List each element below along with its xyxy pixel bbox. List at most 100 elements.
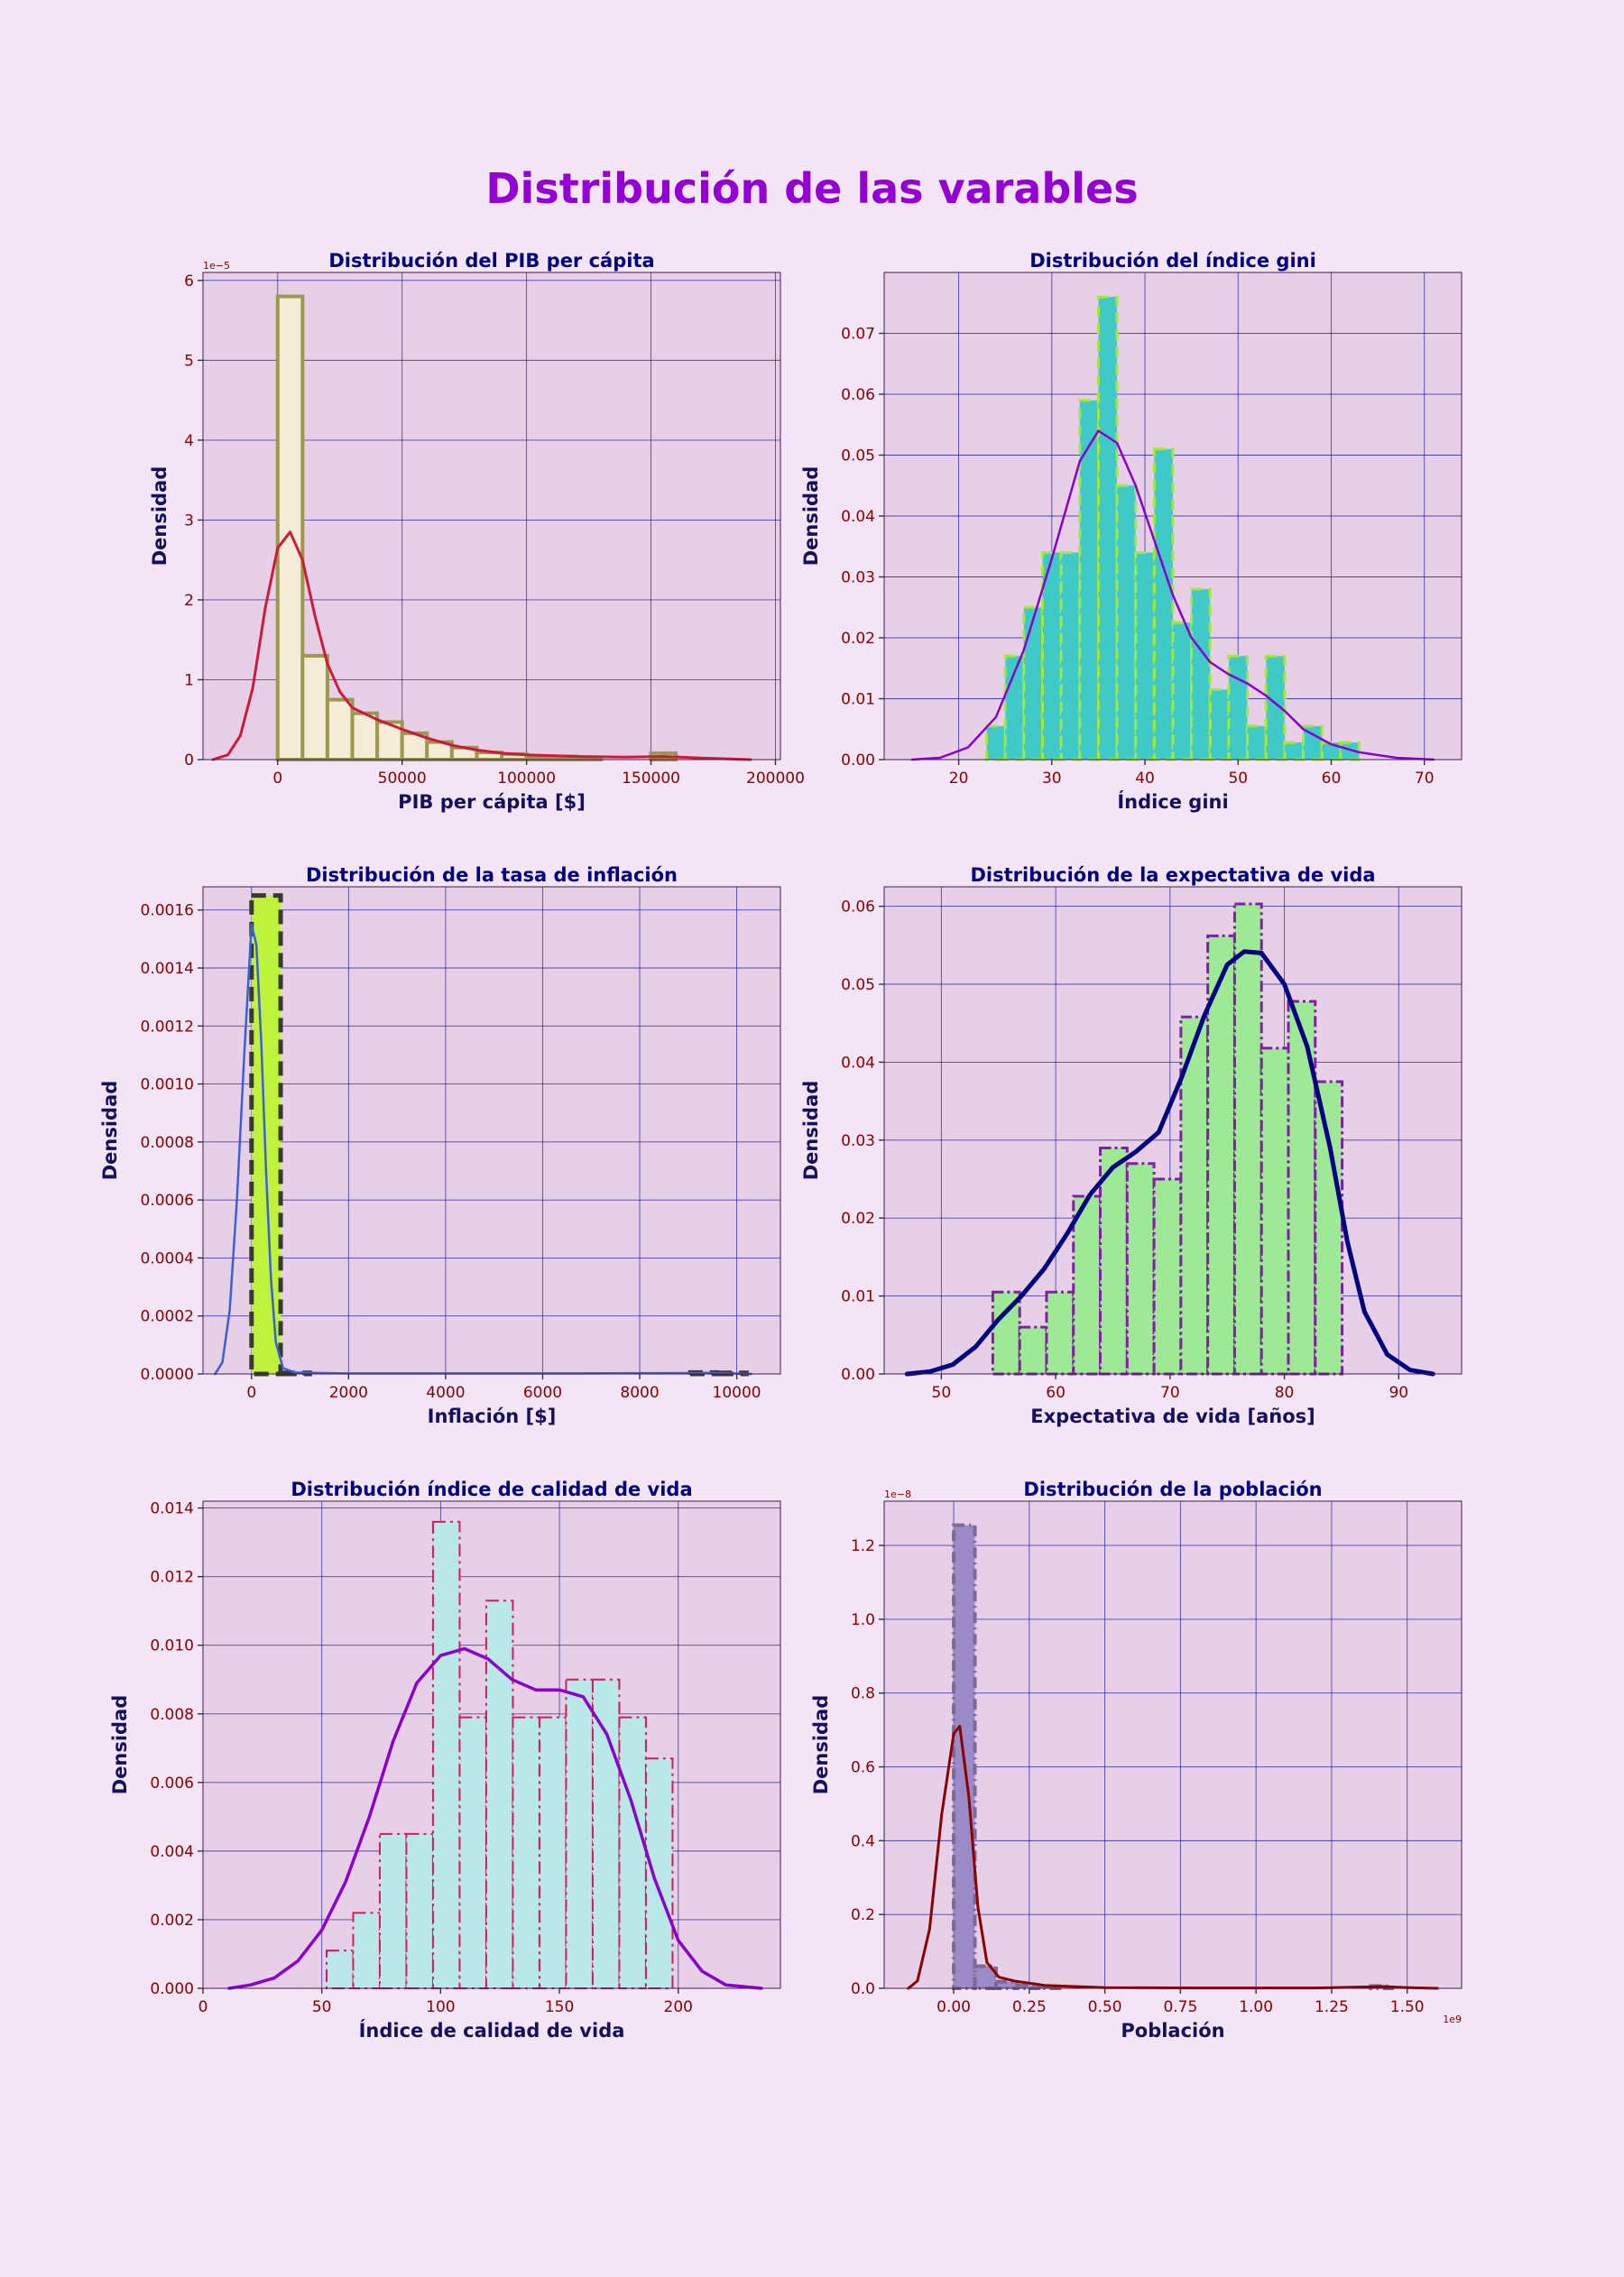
y-tick-label: 0.0006 bbox=[141, 1192, 194, 1210]
y-tick-label: 0.006 bbox=[150, 1775, 194, 1793]
x-axis-label: Inflación [$] bbox=[428, 1406, 557, 1427]
y-tick-label: 0.000 bbox=[150, 1980, 194, 1998]
y-tick-label: 0.008 bbox=[150, 1706, 194, 1724]
histogram-bar bbox=[1232, 902, 1263, 1376]
x-tick-label: 50 bbox=[312, 1998, 332, 2016]
y-tick-label: 3 bbox=[184, 512, 194, 530]
histogram-bar bbox=[325, 697, 355, 762]
y-axis-label: Densidad bbox=[810, 1695, 832, 1795]
y-tick-label: 1.0 bbox=[851, 1611, 875, 1629]
y-tick-label: 6 bbox=[184, 272, 194, 290]
y-tick-label: 0.0016 bbox=[141, 902, 194, 920]
kde-curve bbox=[907, 1725, 1439, 1990]
y-tick-label: 0.01 bbox=[841, 691, 875, 709]
histogram-bar bbox=[991, 1290, 1021, 1376]
histogram-bar bbox=[524, 754, 554, 762]
y-tick-label: 0.010 bbox=[150, 1637, 194, 1655]
histogram-bar bbox=[1059, 551, 1082, 761]
x-tick-label: 1.25 bbox=[1315, 1998, 1349, 2016]
x-tick-label: 20 bbox=[949, 770, 969, 788]
histogram-bar bbox=[1190, 587, 1212, 761]
histogram-bar bbox=[618, 1716, 647, 1990]
x-tick-label: 2000 bbox=[329, 1384, 368, 1402]
histogram-bar bbox=[300, 653, 329, 761]
chart-panel-5: 0 50 100 150 200 0.000 0.002 0.004 0.006 0.008 0.0… bbox=[109, 1479, 781, 2042]
histogram-bar bbox=[249, 893, 283, 1377]
y-tick-label: 0.03 bbox=[841, 1132, 875, 1150]
histogram-bar bbox=[512, 1716, 540, 1990]
x-tick-label: 150000 bbox=[622, 770, 680, 788]
y-tick-label: 0.8 bbox=[851, 1685, 875, 1703]
x-tick-label: 90 bbox=[1389, 1384, 1408, 1402]
plot-frame bbox=[202, 1500, 781, 1989]
histogram-bar bbox=[1115, 484, 1138, 761]
y-tick-label: 0.2 bbox=[851, 1906, 875, 1924]
kde-curve bbox=[214, 923, 752, 1376]
x-tick-label: 1.00 bbox=[1239, 1998, 1273, 2016]
x-tick-label: 0.00 bbox=[937, 1998, 971, 2016]
y-tick-label: 0.002 bbox=[150, 1912, 194, 1930]
y-tick-label: 0.05 bbox=[841, 976, 875, 994]
chart-title: Distribución del índice gini bbox=[1029, 250, 1316, 272]
histogram-bar bbox=[1099, 1146, 1129, 1376]
histogram-bar bbox=[1018, 1325, 1048, 1376]
y-tick-label: 0.07 bbox=[841, 326, 875, 344]
histogram-bar bbox=[1096, 295, 1119, 761]
y-tick-label: 0.04 bbox=[841, 508, 875, 526]
x-tick-label: 80 bbox=[1275, 1384, 1295, 1402]
x-tick-label: 40 bbox=[1135, 770, 1155, 788]
plot-frame bbox=[883, 886, 1463, 1375]
x-tick-label: 100000 bbox=[497, 770, 556, 788]
chart-panel-3: 0 2000 4000 6000 8000 10000 0.0000 0.0002 0.0004… bbox=[99, 864, 781, 1427]
chart-panel-6: 0.00 0.25 0.50 0.75 1.00 1.25 1.50 0.0 0.2 0.4 0.6… bbox=[810, 1479, 1463, 2042]
plot-area bbox=[884, 1501, 1462, 1988]
y-tick-label: 0.004 bbox=[150, 1843, 194, 1861]
y-tick-label: 0.00 bbox=[841, 751, 875, 770]
histogram-bar bbox=[1208, 687, 1231, 761]
histogram-bar bbox=[275, 294, 305, 761]
x-tick-label: 0.25 bbox=[1012, 1998, 1047, 2016]
x-tick-label: 200 bbox=[664, 1998, 693, 2016]
x-tick-label: 70 bbox=[1415, 770, 1435, 788]
x-tick-label: 0.75 bbox=[1163, 1998, 1197, 2016]
y-tick-label: 0.04 bbox=[841, 1054, 875, 1072]
histogram-bar bbox=[405, 1832, 434, 1990]
y-tick-label: 0.6 bbox=[851, 1759, 875, 1777]
chart-title: Distribución de la expectativa de vida bbox=[970, 864, 1375, 886]
y-tick-label: 0.4 bbox=[851, 1832, 875, 1850]
plot-area bbox=[203, 887, 780, 1374]
histogram-bar bbox=[1134, 551, 1156, 761]
chart-panel-2: 20 30 40 50 60 70 0.00 0.01 0.02 0.03 0.04 0.05 0.06… bbox=[800, 250, 1463, 813]
histogram-bar bbox=[1045, 1290, 1075, 1376]
y-tick-label: 0.014 bbox=[150, 1500, 194, 1518]
y-tick-label: 0.012 bbox=[150, 1569, 194, 1587]
y-axis-label: Densidad bbox=[99, 1081, 121, 1181]
y-tick-label: 0.0000 bbox=[141, 1366, 194, 1384]
chart-panel-1: 0 50000 100000 150000 200000 0 1 2 3 4 5 6 Distribuc… bbox=[149, 250, 805, 813]
x-tick-label: 4000 bbox=[426, 1384, 465, 1402]
histogram-bar bbox=[1260, 1046, 1290, 1376]
plot-frame bbox=[202, 272, 781, 761]
histogram-bar bbox=[1072, 1194, 1103, 1376]
y-tick-label: 0.0004 bbox=[141, 1249, 194, 1268]
y-axis-label: Densidad bbox=[149, 466, 171, 567]
x-axis-label: PIB per cápita [$] bbox=[398, 791, 586, 813]
kde-curve bbox=[910, 429, 1435, 761]
kde-curve bbox=[904, 949, 1435, 1377]
y-axis-label: Densidad bbox=[800, 1081, 822, 1181]
x-tick-label: 0 bbox=[198, 1998, 208, 2016]
histogram-bar bbox=[1314, 1080, 1344, 1376]
histogram-bar bbox=[350, 711, 380, 762]
plot-frame bbox=[883, 1500, 1463, 1989]
histogram-bar bbox=[378, 1832, 408, 1990]
x-tick-label: 0 bbox=[246, 1384, 256, 1402]
plot-frame bbox=[202, 886, 781, 1375]
y-tick-label: 0.03 bbox=[841, 569, 875, 587]
histogram-bar bbox=[1022, 605, 1044, 761]
y-axis-label: Densidad bbox=[800, 466, 822, 567]
y-tick-label: 0.0002 bbox=[141, 1308, 194, 1326]
histogram-bar bbox=[993, 1979, 1020, 1991]
x-tick-label: 100 bbox=[426, 1998, 455, 2016]
x-tick-label: 50000 bbox=[378, 770, 427, 788]
